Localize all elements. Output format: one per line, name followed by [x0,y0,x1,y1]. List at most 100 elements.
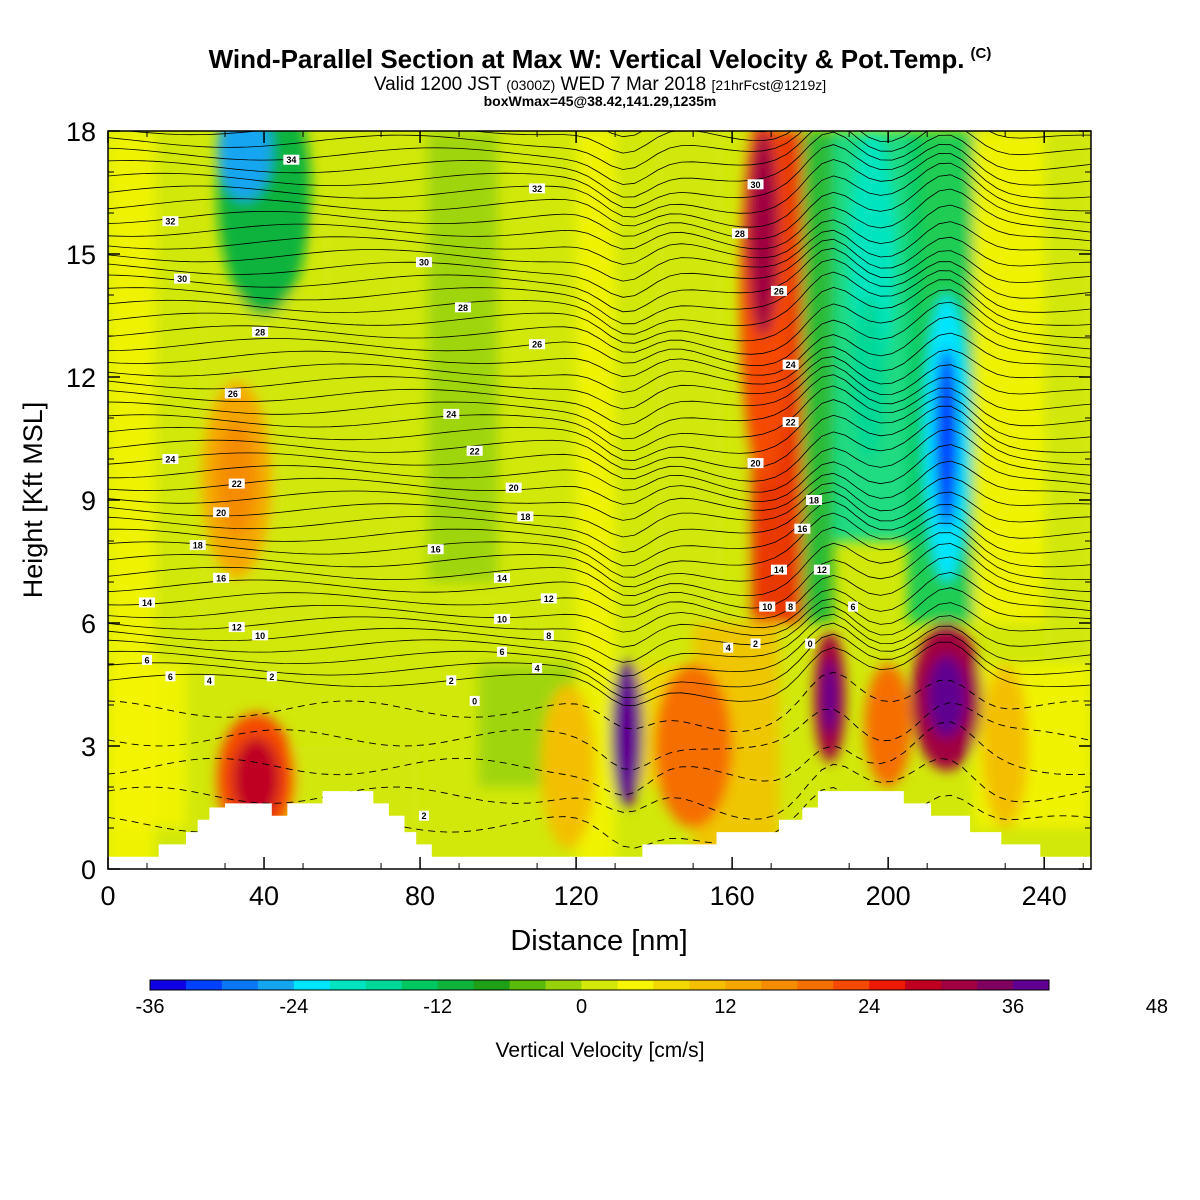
theta-label: 20 [747,458,764,469]
theta-label: 28 [731,228,748,239]
theta-line [108,301,1091,367]
theta-line-dashed [108,671,1091,733]
theta-line [108,332,1091,393]
velocity-cell [934,348,959,529]
theta-label-text: 2 [269,672,274,682]
theta-label: 24 [162,454,179,465]
theta-label-bg [770,564,787,575]
y-tick-label: 15 [66,240,96,270]
colorbar-swatch [977,980,1014,990]
theta-label: 12 [540,593,557,604]
theta-label: 2 [418,810,429,821]
theta-contours [108,131,1091,849]
theta-label-bg [543,630,554,641]
colorbar-swatch [257,980,295,990]
velocity-band [802,131,834,623]
colorbar-swatch [761,980,798,990]
theta-label-text: 18 [809,496,819,506]
x-tick-label: 200 [866,881,911,911]
colorbar-tick-label: 48 [1146,996,1168,1018]
theta-label-text: 20 [751,459,761,469]
theta-label: 26 [770,285,787,296]
velocity-cell [853,295,885,459]
theta-label: 18 [806,495,823,506]
theta-label-text: 8 [546,631,551,641]
theta-label-text: 6 [851,602,856,612]
forecast-info: [21hrFcst@1219z] [711,77,827,93]
theta-label-text: 6 [168,672,173,682]
theta-line [108,428,1091,493]
y-axis-label: Height [Kft MSL] [18,402,48,599]
theta-label-text: 26 [228,389,238,399]
theta-label-bg [427,544,444,555]
theta-label-bg [213,572,230,583]
theta-line [108,491,1091,554]
terrain-fill [108,791,1091,869]
terrain [108,791,1091,869]
theta-label: 6 [848,601,859,612]
theta-label-text: 2 [449,676,454,686]
theta-label-bg [213,507,230,518]
theta-label-text: 10 [762,602,772,612]
theta-label: 8 [785,601,796,612]
velocity-cell [747,131,779,336]
theta-line [108,556,1091,619]
theta-line [108,270,1091,335]
velocity-cell [821,659,838,734]
theta-label-bg [848,601,859,612]
theta-line [108,476,1091,538]
theta-label-bg [747,179,764,190]
colorbar-swatch [437,980,475,990]
theta-label-text: 30 [419,258,429,268]
theta-label-bg [785,601,796,612]
theta-line [108,174,1091,240]
theta-label: 12 [228,622,245,633]
theta-label-text: 12 [544,594,554,604]
theta-line [108,152,1091,218]
theta-label-text: 24 [786,360,796,370]
colorbar-swatch [473,980,511,990]
colorbar-swatch [941,980,978,990]
theta-label-text: 34 [286,155,296,165]
velocity-cell [540,684,596,849]
y-tick-label: 18 [66,117,96,147]
theta-line [108,500,1091,567]
valid-time-line: Valid 1200 JST (0300Z) WED 7 Mar 2018 [2… [0,74,1200,96]
theta-label: 30 [174,273,191,284]
valid-utc: (0300Z) [506,77,556,93]
theta-line [108,543,1091,609]
y-tick-label: 12 [66,363,96,393]
theta-line [108,131,1091,185]
colorbar-swatch [1013,980,1050,990]
theta-label-text: 14 [497,573,507,583]
theta-line-dashed [108,757,1091,820]
theta-label: 28 [252,326,269,337]
valid-date: WED 7 Mar 2018 [560,74,707,95]
theta-label-text: 16 [216,573,226,583]
theta-label-text: 32 [532,184,542,194]
theta-label-text: 22 [470,446,480,456]
theta-label-bg [794,523,811,534]
theta-label-text: 30 [751,180,761,190]
theta-label: 10 [252,630,269,641]
colorbar-swatch [365,980,403,990]
y-tick-label: 3 [81,732,96,762]
colorbar-tick-label: 36 [1002,996,1024,1018]
x-tick-label: 120 [554,881,599,911]
theta-line [108,460,1091,521]
theta-label-text: 14 [142,598,152,608]
theta-label: 6 [496,646,507,657]
colorbar-swatch [545,980,583,990]
theta-label-bg [532,663,543,674]
theta-line [108,512,1091,578]
theta-line [108,374,1091,440]
theta-label-text: 26 [532,340,542,350]
theta-label-text: 14 [774,565,784,575]
colorbar-tick-label: -12 [423,996,452,1018]
velocity-cell [864,664,912,787]
theta-label: 4 [204,675,215,686]
colorbar-label: Vertical Velocity [cm/s] [496,1039,705,1062]
colorbar-swatch [293,980,331,990]
chart-title: Wind-Parallel Section at Max W: Vertical… [0,44,1200,75]
